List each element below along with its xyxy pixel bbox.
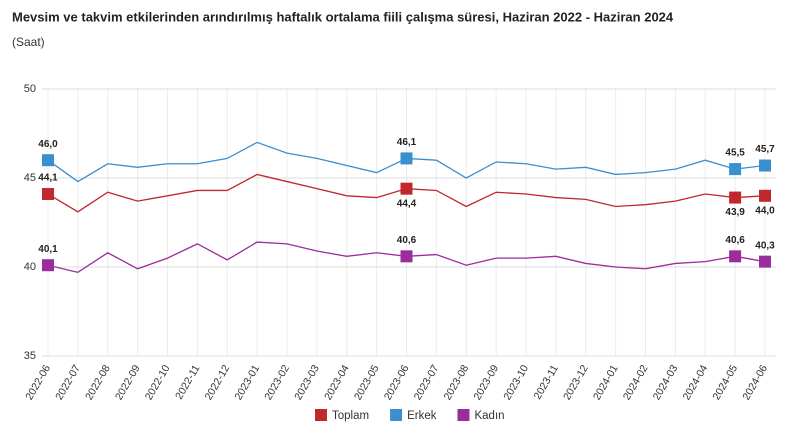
- value-label: 40,1: [38, 244, 58, 255]
- marker: [729, 163, 742, 176]
- marker: [42, 259, 54, 272]
- y-tick-label: 35: [24, 350, 36, 362]
- x-tick-label: 2022-11: [173, 363, 202, 402]
- legend-swatch: [315, 409, 327, 421]
- x-tick-label: 2024-06: [740, 363, 770, 403]
- x-tick-label: 2022-08: [83, 363, 113, 403]
- marker: [729, 250, 742, 263]
- marker: [759, 159, 771, 172]
- value-label: 45,7: [755, 144, 775, 155]
- value-label: 44,1: [38, 173, 58, 184]
- legend-swatch: [457, 409, 470, 421]
- marker: [759, 255, 771, 268]
- value-label: 44,0: [755, 205, 775, 216]
- marker: [400, 182, 413, 195]
- x-tick-label: 2023-10: [501, 363, 531, 403]
- x-tick-label: 2024-03: [651, 363, 681, 403]
- value-label: 40,3: [755, 240, 775, 251]
- value-label: 44,4: [397, 198, 417, 209]
- x-tick-label: 2024-05: [710, 363, 740, 403]
- legend-swatch: [390, 409, 403, 421]
- value-label: 40,6: [725, 235, 745, 246]
- x-tick-label: 2024-04: [681, 363, 711, 403]
- y-tick-label: 50: [24, 83, 36, 95]
- x-tick-label: 2023-04: [322, 363, 352, 403]
- x-tick-label: 2023-02: [262, 363, 292, 403]
- marker: [759, 189, 771, 202]
- marker: [400, 250, 413, 263]
- x-tick-label: 2023-11: [532, 363, 561, 402]
- x-tick-label: 2022-09: [113, 363, 143, 403]
- value-label: 46,0: [38, 139, 58, 150]
- x-tick-label: 2023-03: [292, 363, 322, 403]
- value-label: 46,1: [397, 137, 417, 148]
- x-tick-label: 2022-07: [53, 363, 83, 403]
- marker: [729, 191, 742, 204]
- x-tick-label: 2023-07: [412, 363, 442, 403]
- x-tick-label: 2023-09: [471, 363, 501, 403]
- x-tick-label: 2023-06: [382, 363, 412, 403]
- y-tick-label: 45: [24, 172, 36, 184]
- y-tick-label: 40: [24, 261, 36, 273]
- value-label: 40,6: [397, 235, 417, 246]
- x-tick-label: 2022-10: [143, 363, 173, 403]
- x-tick-label: 2022-06: [23, 363, 53, 403]
- x-tick-label: 2023-08: [442, 363, 472, 403]
- x-tick-label: 2022-12: [203, 363, 233, 403]
- x-tick-label: 2023-01: [232, 363, 262, 403]
- x-tick-label: 2024-01: [591, 363, 621, 403]
- legend-label: Kadın: [474, 410, 504, 422]
- marker: [42, 154, 54, 167]
- x-tick-label: 2023-12: [561, 363, 591, 403]
- legend-label: Erkek: [407, 410, 437, 422]
- marker: [42, 188, 54, 201]
- x-tick-label: 2023-05: [352, 363, 382, 403]
- value-label: 43,9: [725, 207, 745, 218]
- legend-label: Toplam: [332, 410, 369, 422]
- x-tick-label: 2024-02: [621, 363, 651, 403]
- chart-title: Mevsim ve takvim etkilerinden arındırılm…: [12, 9, 674, 24]
- marker: [400, 152, 413, 165]
- chart-subtitle: (Saat): [12, 35, 45, 49]
- value-label: 45,5: [725, 148, 745, 159]
